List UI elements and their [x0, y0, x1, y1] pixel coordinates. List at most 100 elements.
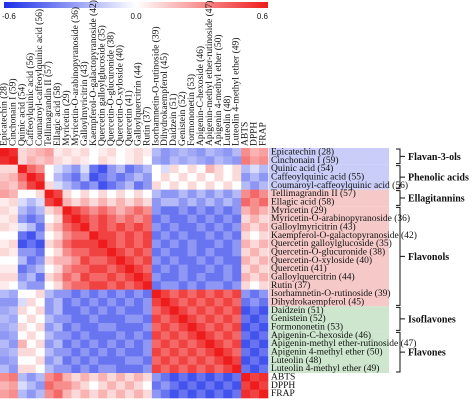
- heatmap-cell: [71, 156, 81, 165]
- column-label: Apigenin 4-methyl ether (50): [213, 34, 224, 146]
- heatmap-cell: [232, 306, 242, 315]
- heatmap-cell: [169, 323, 179, 332]
- heatmap-cell: [71, 239, 81, 249]
- group-bracket: [396, 148, 405, 165]
- heatmap-cell: [53, 248, 63, 257]
- heatmap-cell: [142, 289, 153, 299]
- heatmap-cell: [134, 206, 144, 215]
- heatmap-cell: [98, 348, 108, 357]
- heatmap-cell: [26, 289, 37, 299]
- heatmap-cell: [80, 223, 90, 232]
- heatmap-cell: [241, 348, 251, 357]
- heatmap-cell: [250, 239, 260, 249]
- heatmap-cell: [116, 248, 126, 257]
- heatmap-cell: [107, 348, 117, 357]
- heatmap-cell: [98, 273, 108, 282]
- heatmap-cell: [178, 223, 188, 232]
- heatmap-cell: [0, 356, 10, 365]
- heatmap-cell: [107, 198, 117, 207]
- heatmap-cell: [169, 264, 179, 274]
- heatmap-cell: [8, 181, 19, 190]
- column-label: Cinchonain I (59): [7, 78, 18, 146]
- heatmap-cell: [71, 389, 81, 399]
- column-label: Epicatechin (28): [0, 83, 9, 146]
- heatmap-cell: [89, 206, 99, 215]
- heatmap-cell: [205, 231, 215, 240]
- heatmap-cell: [151, 156, 162, 165]
- heatmap-cell: [160, 323, 171, 332]
- heatmap-cell: [98, 198, 108, 207]
- heatmap-cell: [160, 339, 171, 349]
- heatmap-cell: [241, 173, 251, 182]
- heatmap-cell: [241, 156, 251, 165]
- heatmap-cell: [160, 256, 171, 265]
- heatmap-cell: [223, 164, 233, 174]
- heatmap-cell: [80, 248, 90, 257]
- heatmap-cell: [134, 389, 144, 399]
- heatmap-cell: [107, 173, 117, 182]
- heatmap-cell: [241, 256, 251, 265]
- heatmap-cell: [125, 198, 135, 207]
- heatmap-cell: [196, 239, 206, 249]
- heatmap-cell: [134, 173, 144, 182]
- row-label: Apigenin-C-hexoside (46): [271, 330, 371, 341]
- heatmap-cell: [44, 281, 54, 290]
- heatmap-cell: [98, 331, 108, 340]
- heatmap-cell: [134, 164, 144, 174]
- heatmap-cell: [134, 364, 144, 374]
- heatmap-cell: [214, 381, 224, 390]
- row-label: Myricetin-O-arabinopyranoside (36): [271, 213, 410, 224]
- heatmap-cell: [26, 314, 37, 324]
- heatmap-cell: [17, 181, 28, 190]
- heatmap-cell: [142, 181, 153, 190]
- heatmap-cell: [17, 148, 28, 157]
- heatmap-cell: [71, 206, 81, 215]
- heatmap-cell: [178, 356, 188, 365]
- heatmap-cell: [259, 323, 269, 332]
- heatmap-cell: [71, 164, 81, 174]
- heatmap-cell: [151, 381, 162, 390]
- heatmap-cell: [62, 373, 72, 382]
- heatmap-cell: [151, 231, 162, 240]
- heatmap-cell: [169, 164, 179, 174]
- heatmap-cell: [0, 373, 10, 382]
- heatmap-cell: [160, 189, 171, 199]
- row-label: Galloylmyricitrin (43): [271, 222, 356, 233]
- heatmap-cell: [44, 164, 54, 174]
- heatmap-cell: [62, 298, 72, 307]
- heatmap-cell: [250, 298, 260, 307]
- heatmap-cell: [80, 148, 90, 157]
- row-label: FRAP: [271, 389, 295, 399]
- heatmap-cell: [223, 381, 233, 390]
- heatmap-cell: [169, 381, 179, 390]
- heatmap-cell: [142, 256, 153, 265]
- heatmap-cell: [116, 389, 126, 399]
- heatmap-cell: [151, 373, 162, 382]
- heatmap-cell: [250, 206, 260, 215]
- heatmap-cell: [0, 364, 10, 374]
- heatmap-cell: [62, 223, 72, 232]
- heatmap-cell: [196, 173, 206, 182]
- heatmap-cell: [26, 373, 37, 382]
- heatmap-cell: [53, 164, 63, 174]
- heatmap-cell: [98, 389, 108, 399]
- heatmap-cell: [151, 181, 162, 190]
- heatmap-cell: [178, 298, 188, 307]
- heatmap-cell: [125, 331, 135, 340]
- heatmap-cell: [187, 281, 197, 290]
- heatmap-cell: [196, 248, 206, 257]
- heatmap-cell: [89, 223, 99, 232]
- heatmap-cell: [142, 323, 153, 332]
- heatmap-cell: [178, 231, 188, 240]
- heatmap-cell: [196, 323, 206, 332]
- heatmap-cell: [98, 231, 108, 240]
- heatmap-cell: [44, 273, 54, 282]
- heatmap-cell: [196, 306, 206, 315]
- heatmap-cell: [71, 281, 81, 290]
- heatmap-cell: [142, 231, 153, 240]
- heatmap-cell: [35, 306, 45, 315]
- heatmap-cell: [232, 389, 242, 399]
- heatmap-cell: [98, 248, 108, 257]
- heatmap-cell: [169, 214, 179, 224]
- heatmap-cell: [223, 198, 233, 207]
